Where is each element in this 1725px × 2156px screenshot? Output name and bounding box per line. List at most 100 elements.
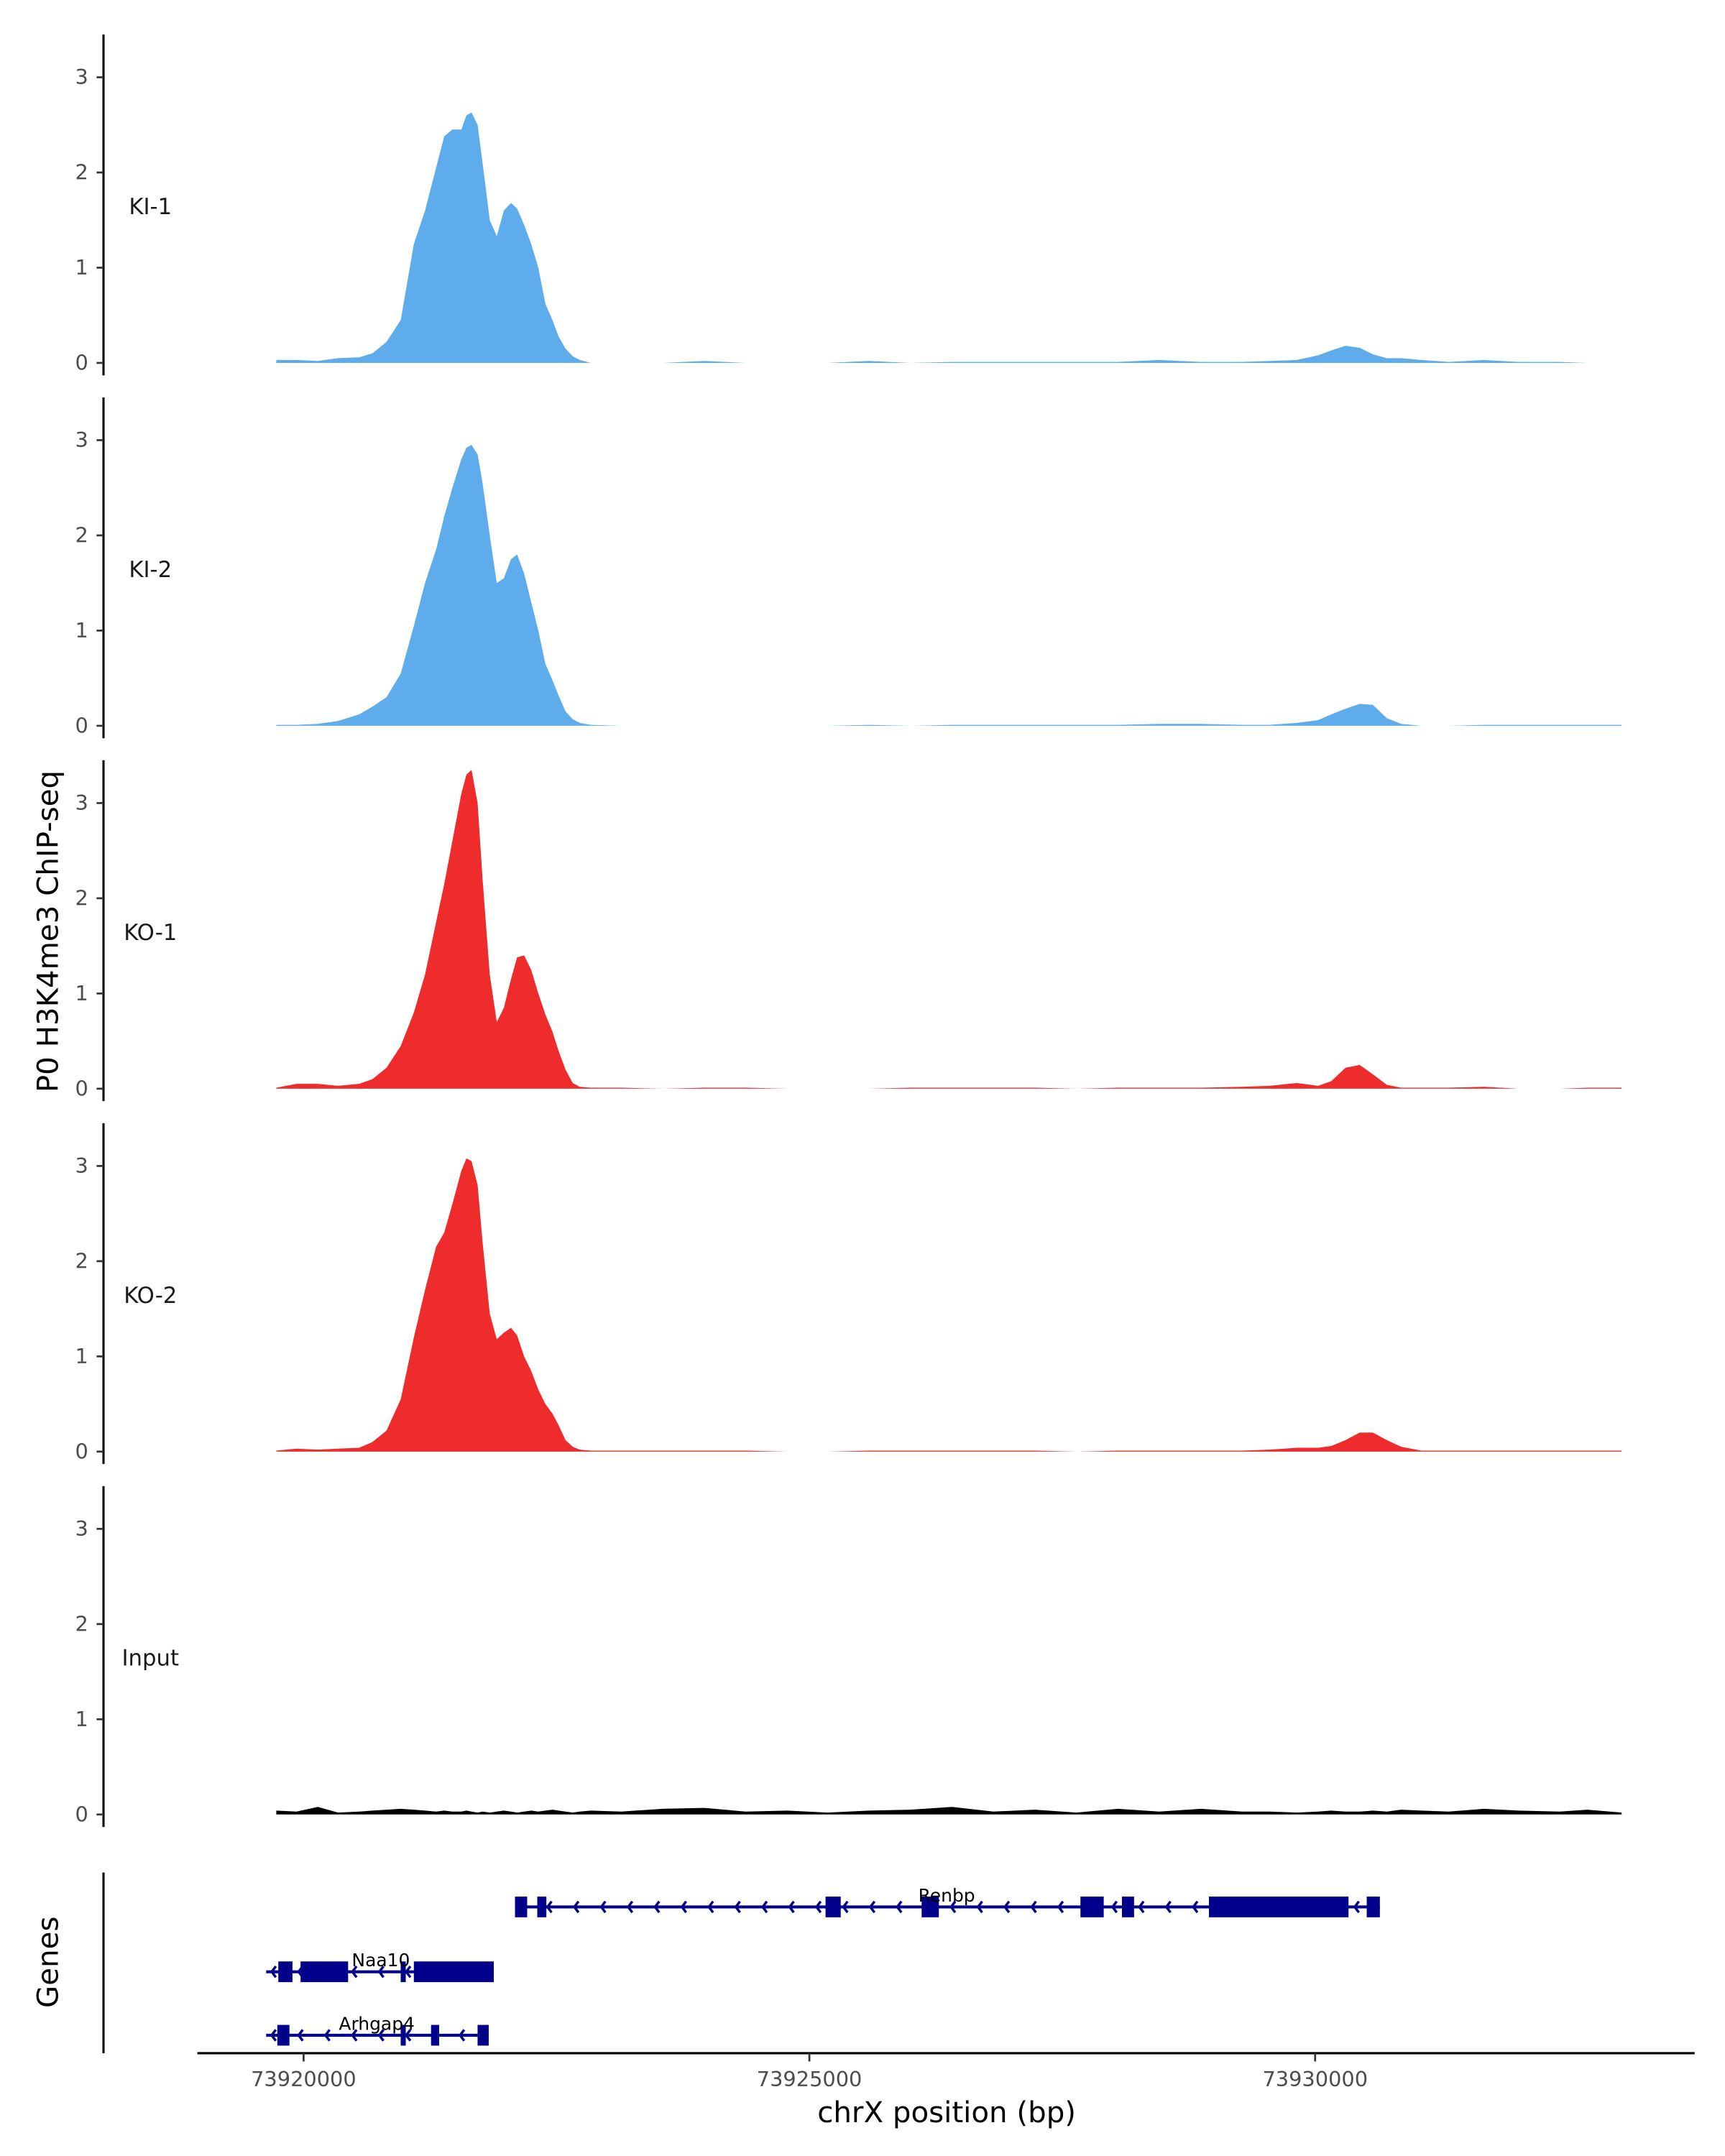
signal-area-ki-2	[276, 445, 1622, 726]
strand-arrow-icon	[626, 1900, 634, 1914]
strand-arrow-icon	[1110, 1900, 1118, 1914]
exon	[277, 2024, 290, 2046]
strand-arrow-icon	[297, 2029, 304, 2042]
strand-arrow-icon	[1353, 1900, 1361, 1914]
strand-arrow-icon	[976, 1900, 983, 1914]
strand-arrow-icon	[868, 1900, 876, 1914]
strand-arrow-icon	[734, 1900, 741, 1914]
strand-arrow-icon	[351, 2029, 358, 2042]
track-panel-ki-1: 0 1 2 3 KI-1	[75, 34, 1622, 376]
track-panel-ki-2: 0 1 2 3 KI-2	[75, 397, 1622, 739]
y-tick-label: 0	[75, 351, 88, 375]
strand-arrow-icon	[405, 2029, 412, 2042]
y-tick-label: 2	[75, 523, 88, 548]
exon	[825, 1897, 841, 1917]
strand-arrow-icon	[377, 2029, 385, 2042]
exon	[278, 1961, 293, 1983]
track-label: Input	[122, 1646, 180, 1672]
y-tick-label: 1	[75, 981, 88, 1005]
strand-arrow-icon	[680, 1900, 688, 1914]
strand-arrow-icon	[1164, 1900, 1172, 1914]
track-panel-input: 0 1 2 3 Input	[75, 1485, 1622, 1828]
gene-label: Naa10	[351, 1950, 410, 1971]
signal-area-ki-1	[276, 112, 1622, 363]
y-tick-label: 2	[75, 1248, 88, 1273]
strand-arrow-icon	[1030, 1900, 1037, 1914]
strand-arrow-icon	[599, 1900, 607, 1914]
exon	[1208, 1897, 1349, 1917]
exon	[431, 2024, 439, 2046]
exon	[1080, 1897, 1104, 1917]
signal-area-ko-1	[276, 770, 1622, 1089]
y-tick-label: 1	[75, 255, 88, 280]
y-tick-label: 0	[75, 714, 88, 738]
y-tick-label: 2	[75, 1611, 88, 1636]
gene-arhgap4: Arhgap4	[266, 2013, 489, 2046]
track-label: KI-1	[129, 194, 172, 220]
strand-arrow-icon	[546, 1900, 553, 1914]
strand-arrow-icon	[405, 1965, 412, 1978]
y-tick-label: 1	[75, 1707, 88, 1731]
strand-arrow-icon	[896, 1900, 903, 1914]
y-tick-label: 0	[75, 1439, 88, 1463]
signal-area-input	[276, 1807, 1622, 1815]
exon	[300, 1961, 349, 1983]
strand-arrow-icon	[458, 2029, 466, 2042]
strand-arrow-icon	[572, 1900, 580, 1914]
signal-panels: 0 1 2 3 KI-1 0 1 2 3 KI-2 0 1 2 3 KO-1 0 1 2 3 KO-2 0 1 2 3 Inpu…	[75, 34, 1622, 1828]
track-label: KO-2	[124, 1283, 177, 1309]
gene-renbp: Renbp	[515, 1885, 1380, 1917]
y-tick-label: 0	[75, 1802, 88, 1826]
y-tick-label: 3	[75, 428, 88, 452]
y-tick-label: 3	[75, 1153, 88, 1178]
track-panel-ko-2: 0 1 2 3 KO-2	[75, 1123, 1622, 1465]
strand-arrow-icon	[1003, 1900, 1011, 1914]
gene-naa10: Naa10	[266, 1950, 494, 1983]
gene-label: Renbp	[919, 1885, 975, 1906]
track-panel-ko-1: 0 1 2 3 KO-1	[75, 760, 1622, 1102]
gene-label: Arhgap4	[339, 2013, 415, 2034]
exon	[515, 1897, 528, 1917]
strand-arrow-icon	[377, 1965, 385, 1978]
track-label: KO-1	[124, 920, 177, 946]
genes-axis-title: Genes	[32, 1917, 65, 2008]
strand-arrow-icon	[814, 1900, 822, 1914]
y-tick-label: 2	[75, 160, 88, 185]
x-axis: 73920000 73925000 73930000	[197, 2052, 1695, 2091]
strand-arrow-icon	[1057, 1900, 1064, 1914]
exon	[477, 2024, 489, 2046]
strand-arrow-icon	[653, 1900, 661, 1914]
track-label: KI-2	[129, 557, 172, 583]
y-tick-label: 3	[75, 1516, 88, 1541]
y-tick-label: 2	[75, 886, 88, 911]
exon	[537, 1897, 547, 1917]
x-axis-title: chrX position (bp)	[817, 2096, 1076, 2129]
exon	[400, 1961, 406, 1983]
strand-arrow-icon	[761, 1900, 768, 1914]
strand-arrow-icon	[270, 2029, 277, 2042]
genes-panel: Renbp Naa10 Arhgap4	[102, 1872, 1380, 2053]
strand-arrow-icon	[351, 1965, 358, 1978]
y-tick-label: 3	[75, 65, 88, 89]
y-tick-label: 1	[75, 618, 88, 642]
y-tick-label: 0	[75, 1076, 88, 1100]
x-tick-label: 73920000	[251, 2067, 356, 2091]
exon	[1121, 1897, 1134, 1917]
exon	[413, 1961, 494, 1983]
x-tick-label: 73925000	[757, 2067, 862, 2091]
strand-arrow-icon	[270, 1965, 277, 1978]
y-tick-label: 1	[75, 1344, 88, 1368]
exon	[400, 2024, 406, 2046]
strand-arrow-icon	[788, 1900, 795, 1914]
strand-arrow-icon	[1138, 1900, 1145, 1914]
y-tick-label: 3	[75, 791, 88, 815]
strand-arrow-icon	[949, 1900, 957, 1914]
x-tick-label: 73930000	[1262, 2067, 1368, 2091]
exon	[1366, 1897, 1380, 1917]
strand-arrow-icon	[323, 2029, 331, 2042]
signal-area-ko-2	[276, 1158, 1622, 1452]
strand-arrow-icon	[1192, 1900, 1199, 1914]
exon	[921, 1897, 939, 1917]
